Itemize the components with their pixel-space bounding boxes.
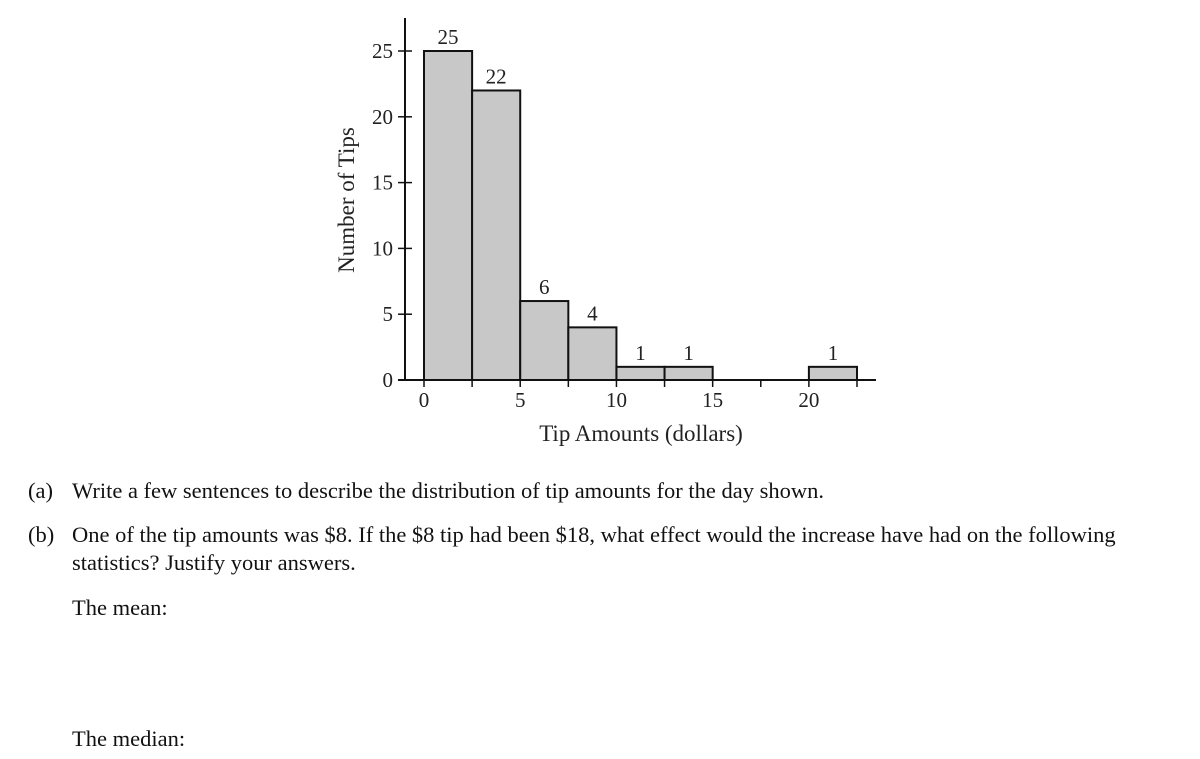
y-tick-label-4: 20	[372, 105, 393, 129]
histogram-bar-3	[567, 326, 618, 381]
tip-histogram: 25 22 6 4 1 1 1 0 5 10 15 20 25 0 5 10 15 20 Tip Amount…	[334, 18, 876, 446]
y-tick-label-3: 15	[372, 171, 393, 195]
x-tick-label-1: 5	[515, 388, 526, 412]
bar-label-3: 4	[587, 301, 598, 325]
bar-label-2: 6	[539, 275, 550, 299]
histogram-bar-0	[423, 50, 474, 381]
x-tick-label-2: 10	[606, 388, 627, 412]
x-tick-label-4: 20	[798, 388, 819, 412]
question-b-text: One of the tip amounts was $8. If the $8…	[72, 522, 1116, 575]
question-a-text: Write a few sentences to describe the di…	[72, 478, 825, 503]
histogram-bar-8	[807, 365, 859, 381]
y-tick-label-0: 0	[383, 368, 394, 392]
y-axis-title: Number of Tips	[334, 127, 359, 273]
bar-label-4: 1	[635, 341, 646, 365]
histogram-bar-4	[615, 365, 666, 381]
x-tick-label-0: 0	[419, 388, 430, 412]
mean-label: The mean:	[72, 595, 168, 620]
y-tick-label-1: 5	[383, 302, 394, 326]
question-b-letter: (b)	[28, 522, 55, 547]
histogram-bar-1	[471, 89, 522, 381]
bar-label-5: 1	[683, 341, 694, 365]
question-a: (a) Write a few sentences to describe th…	[0, 477, 1200, 505]
x-axis-title: Tip Amounts (dollars)	[539, 421, 743, 446]
histogram-bar-2	[519, 300, 570, 382]
question-b: (b) One of the tip amounts was $8. If th…	[0, 521, 1200, 579]
median-label: The median:	[72, 726, 186, 751]
bar-label-8: 1	[828, 341, 839, 365]
question-a-letter: (a)	[28, 478, 53, 503]
bar-label-1: 22	[486, 64, 507, 88]
y-tick-label-2: 10	[372, 236, 393, 260]
x-tick-label-3: 15	[702, 388, 723, 412]
histogram-bar-5	[663, 365, 714, 381]
bar-label-0: 25	[438, 25, 459, 49]
y-tick-label-5: 25	[372, 39, 393, 63]
